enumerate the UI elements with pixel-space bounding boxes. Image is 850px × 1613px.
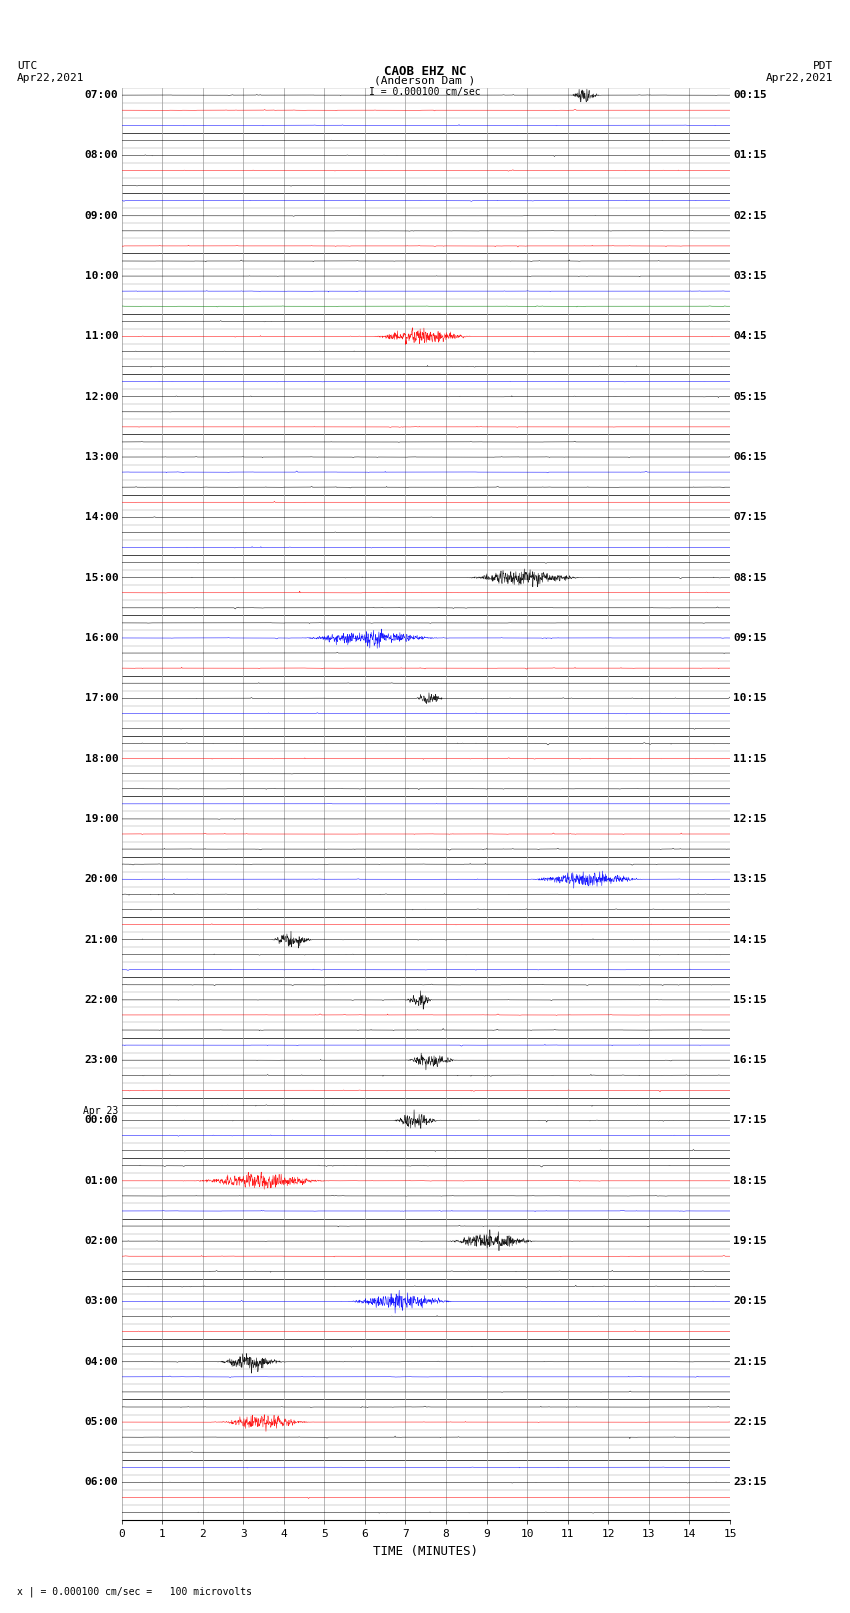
- Text: 09:00: 09:00: [85, 211, 118, 221]
- Text: 17:15: 17:15: [733, 1116, 767, 1126]
- Text: 08:00: 08:00: [85, 150, 118, 160]
- Text: 23:15: 23:15: [733, 1478, 767, 1487]
- Text: 04:15: 04:15: [733, 331, 767, 342]
- Text: 10:00: 10:00: [85, 271, 118, 281]
- Text: 05:00: 05:00: [85, 1418, 118, 1428]
- Text: (Anderson Dam ): (Anderson Dam ): [374, 76, 476, 85]
- X-axis label: TIME (MINUTES): TIME (MINUTES): [373, 1545, 479, 1558]
- Text: 18:00: 18:00: [85, 753, 118, 763]
- Text: 06:15: 06:15: [733, 452, 767, 461]
- Text: PDT: PDT: [813, 61, 833, 71]
- Text: 20:00: 20:00: [85, 874, 118, 884]
- Text: 08:15: 08:15: [733, 573, 767, 582]
- Text: 03:00: 03:00: [85, 1297, 118, 1307]
- Text: 11:15: 11:15: [733, 753, 767, 763]
- Text: 16:15: 16:15: [733, 1055, 767, 1065]
- Text: CAOB EHZ NC: CAOB EHZ NC: [383, 65, 467, 77]
- Text: 04:00: 04:00: [85, 1357, 118, 1366]
- Text: 14:00: 14:00: [85, 513, 118, 523]
- Text: 15:15: 15:15: [733, 995, 767, 1005]
- Text: 13:00: 13:00: [85, 452, 118, 461]
- Text: 14:15: 14:15: [733, 934, 767, 945]
- Text: Apr22,2021: Apr22,2021: [17, 73, 84, 82]
- Text: Apr22,2021: Apr22,2021: [766, 73, 833, 82]
- Text: 07:15: 07:15: [733, 513, 767, 523]
- Text: 00:00: 00:00: [85, 1116, 118, 1126]
- Text: 20:15: 20:15: [733, 1297, 767, 1307]
- Text: 06:00: 06:00: [85, 1478, 118, 1487]
- Text: 18:15: 18:15: [733, 1176, 767, 1186]
- Text: 17:00: 17:00: [85, 694, 118, 703]
- Text: UTC: UTC: [17, 61, 37, 71]
- Text: Apr 23: Apr 23: [83, 1107, 118, 1116]
- Text: I = 0.000100 cm/sec: I = 0.000100 cm/sec: [369, 87, 481, 97]
- Text: 15:00: 15:00: [85, 573, 118, 582]
- Text: 12:15: 12:15: [733, 815, 767, 824]
- Text: 16:00: 16:00: [85, 632, 118, 644]
- Text: 10:15: 10:15: [733, 694, 767, 703]
- Text: 11:00: 11:00: [85, 331, 118, 342]
- Text: 05:15: 05:15: [733, 392, 767, 402]
- Text: 01:15: 01:15: [733, 150, 767, 160]
- Text: 00:15: 00:15: [733, 90, 767, 100]
- Text: 01:00: 01:00: [85, 1176, 118, 1186]
- Text: 09:15: 09:15: [733, 632, 767, 644]
- Text: 03:15: 03:15: [733, 271, 767, 281]
- Text: 21:15: 21:15: [733, 1357, 767, 1366]
- Text: 22:15: 22:15: [733, 1418, 767, 1428]
- Text: 22:00: 22:00: [85, 995, 118, 1005]
- Text: 12:00: 12:00: [85, 392, 118, 402]
- Text: 19:00: 19:00: [85, 815, 118, 824]
- Text: 13:15: 13:15: [733, 874, 767, 884]
- Text: 02:15: 02:15: [733, 211, 767, 221]
- Text: 21:00: 21:00: [85, 934, 118, 945]
- Text: 07:00: 07:00: [85, 90, 118, 100]
- Text: 23:00: 23:00: [85, 1055, 118, 1065]
- Text: x | = 0.000100 cm/sec =   100 microvolts: x | = 0.000100 cm/sec = 100 microvolts: [17, 1586, 252, 1597]
- Text: 02:00: 02:00: [85, 1236, 118, 1247]
- Text: 19:15: 19:15: [733, 1236, 767, 1247]
